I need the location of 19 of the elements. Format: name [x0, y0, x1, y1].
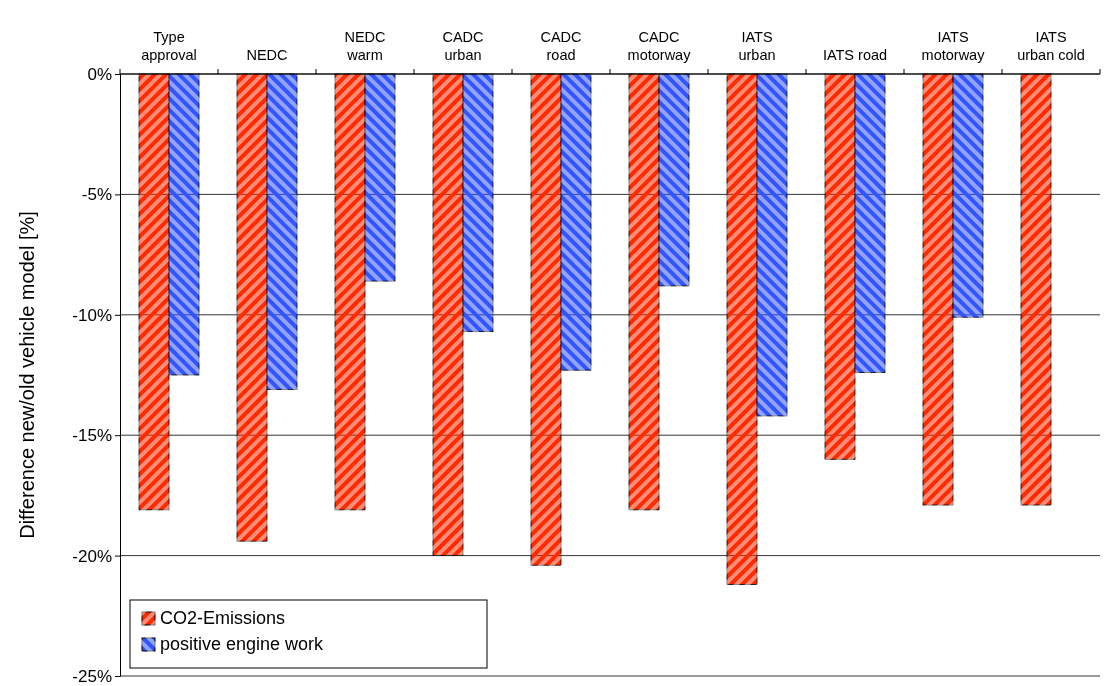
y-tick-label: 0%	[87, 64, 112, 84]
legend-label: CO2-Emissions	[160, 608, 286, 628]
x-tick-label: IATS urban cold	[1017, 29, 1085, 63]
x-tick-label: CADC motorway	[627, 29, 692, 63]
x-tick-label: Type approval	[141, 29, 197, 63]
y-tick-label: -20%	[72, 546, 112, 566]
y-axis-title: Difference new/old vehicle model [%]	[16, 211, 38, 539]
x-tick-label: NEDC warm	[344, 29, 386, 63]
x-tick-label: NEDC	[246, 47, 288, 63]
x-tick-label: CADC road	[540, 29, 582, 63]
y-tick-label: -5%	[81, 185, 112, 205]
x-tick-label: IATS road	[822, 47, 888, 63]
y-tick-label: -25%	[72, 666, 112, 686]
x-tick-label: IATS urban	[738, 29, 776, 63]
y-tick-label: -15%	[72, 426, 112, 446]
x-tick-label: CADC urban	[442, 29, 484, 63]
x-tick-label: IATS motorway	[921, 29, 986, 63]
y-tick-label: -10%	[72, 305, 112, 325]
legend-label: positive engine work	[160, 634, 325, 654]
